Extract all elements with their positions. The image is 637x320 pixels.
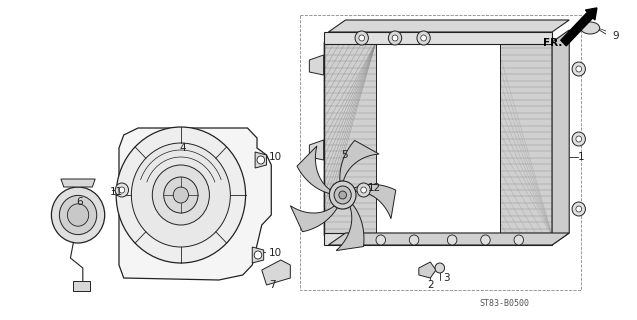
Polygon shape [354,184,396,219]
Bar [324,32,552,44]
Circle shape [572,62,585,76]
Bar [376,42,500,235]
Polygon shape [262,260,290,285]
Polygon shape [297,146,330,194]
Circle shape [131,143,231,247]
Bar [324,42,552,235]
Text: 10: 10 [268,152,282,162]
Text: ST83-B0500: ST83-B0500 [480,300,529,308]
Circle shape [514,235,524,245]
Polygon shape [290,206,337,232]
Text: 12: 12 [368,183,381,193]
Circle shape [152,165,210,225]
Text: 8: 8 [636,53,637,63]
Text: 2: 2 [427,280,434,290]
Polygon shape [310,55,324,75]
Polygon shape [552,30,569,245]
Circle shape [357,183,370,197]
Polygon shape [252,247,264,263]
Circle shape [329,181,356,209]
Polygon shape [340,140,379,181]
Polygon shape [310,140,324,160]
Circle shape [576,136,582,142]
Circle shape [389,31,402,45]
Polygon shape [61,179,95,187]
Circle shape [254,251,262,259]
FancyArrow shape [561,8,597,46]
Text: FR.: FR. [543,38,562,48]
Text: 10: 10 [268,248,282,258]
Bar [324,42,376,235]
Circle shape [164,177,198,213]
Circle shape [572,132,585,146]
Bar [73,281,90,291]
Circle shape [576,206,582,212]
Circle shape [359,35,364,41]
Ellipse shape [581,22,599,34]
Text: 4: 4 [179,143,185,153]
Circle shape [417,31,430,45]
Circle shape [59,196,97,235]
Text: 9: 9 [612,31,619,41]
Circle shape [355,31,368,45]
Circle shape [339,191,347,199]
Polygon shape [255,152,266,168]
Polygon shape [329,233,569,245]
Text: 3: 3 [443,273,450,283]
Circle shape [576,66,582,72]
Bar [324,233,552,245]
Circle shape [376,235,385,245]
Text: 6: 6 [76,197,83,207]
Polygon shape [119,128,271,280]
Circle shape [481,235,490,245]
Polygon shape [607,38,633,58]
Circle shape [572,202,585,216]
Bar [324,42,552,235]
Bar [300,15,581,290]
Circle shape [115,183,129,197]
Text: 1: 1 [578,152,584,162]
Bar [500,42,552,235]
Circle shape [410,235,419,245]
Text: 7: 7 [269,280,276,290]
Circle shape [334,186,351,204]
Circle shape [361,187,366,193]
Circle shape [173,187,189,203]
Polygon shape [419,262,436,278]
Text: 11: 11 [110,187,123,197]
Circle shape [347,235,357,245]
Polygon shape [329,20,569,32]
Circle shape [392,35,398,41]
Text: 5: 5 [341,150,347,160]
Circle shape [257,156,264,164]
Circle shape [68,204,89,226]
Circle shape [116,127,246,263]
Circle shape [447,235,457,245]
Polygon shape [336,204,364,251]
Circle shape [119,187,125,193]
Circle shape [420,35,426,41]
Circle shape [52,187,104,243]
Circle shape [435,263,445,273]
